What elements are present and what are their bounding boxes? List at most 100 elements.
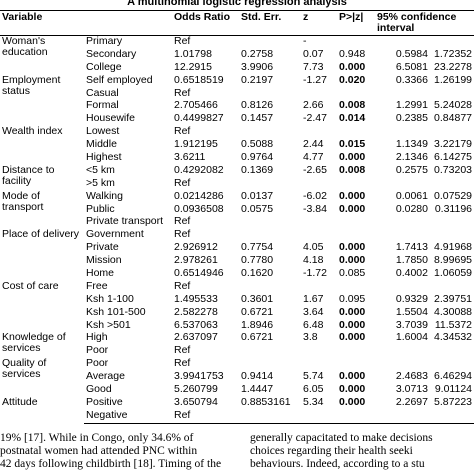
value-cell: 3.0713 (395, 383, 428, 396)
value-cell: Ref (174, 357, 191, 370)
table-row: Cost of care Free Ref (0, 279, 474, 294)
value-cell (337, 216, 375, 229)
value-cell: 0.5088 (241, 138, 274, 151)
value-cell: 0.000 (339, 254, 366, 267)
value-cell: 3.64 (303, 305, 324, 318)
value-cell: 8.99695 (434, 254, 473, 267)
value-cell: 6.48 (303, 318, 324, 331)
value-cell: - (303, 35, 307, 47)
table-title: A multinomial logistic regression analys… (127, 0, 347, 8)
value-cell: 0.1369 (241, 163, 274, 176)
header-cell: P>|z| (337, 10, 375, 36)
table-row: Knowledge of services High 2.637097 0.6721 3… (0, 331, 474, 354)
value-cell: Ref (174, 35, 191, 47)
value-cell (430, 345, 474, 358)
value-cell: 0.2385 (395, 112, 428, 125)
right-column: generally capacitated to make decisions c… (250, 432, 474, 471)
level-cell: College (86, 60, 122, 73)
variable-cell: Wealth index (2, 125, 63, 138)
value-cell: 5.34 (303, 395, 324, 408)
value-cell: 4.30088 (434, 305, 473, 318)
value-cell: 2.2697 (395, 395, 428, 408)
value-cell: 0.000 (339, 202, 366, 215)
value-cell: -1.72 (303, 267, 327, 280)
value-cell: 0.0575 (241, 202, 274, 215)
value-cell: 0.000 (339, 60, 366, 73)
value-cell: 0.3601 (241, 292, 274, 305)
variable-cell: Distance to facility (2, 163, 55, 187)
value-cell: 0.6721 (241, 331, 274, 344)
table-row: Wealth index Lowest Ref (0, 126, 474, 139)
table-row: Private transport Ref (0, 216, 474, 229)
value-cell: 6.46294 (434, 370, 473, 383)
table-row: Formal 2.705466 0.8126 2.66 0.008 1.2991 5.240… (0, 100, 474, 113)
table-row: Middle 1.912195 0.5088 2.44 0.015 1.1349 3.221… (0, 139, 474, 152)
value-cell: 2.4683 (395, 370, 428, 383)
level-cell: Casual (86, 86, 119, 99)
value-cell: 0.6518519 (174, 73, 224, 86)
value-cell: 2.1346 (395, 151, 428, 164)
value-cell: 0.8126 (241, 99, 274, 112)
value-cell (430, 281, 474, 294)
header-cell: 95% confidence interval (375, 10, 474, 36)
value-cell: Ref (174, 125, 191, 138)
table-row: Distance to facility <5 km 0.4292082 0.1369… (0, 163, 474, 186)
table-row: Home 0.6514946 0.1620 -1.72 0.085 0.4002 1.060… (0, 268, 474, 281)
value-cell: 0.7754 (241, 241, 274, 254)
value-cell: 5.260799 (174, 383, 218, 396)
value-cell: 0.085 (339, 267, 366, 280)
table-row: Quality of services Poor Ref (0, 357, 474, 380)
table-row: Good 5.260799 1.4447 6.05 0.000 3.0713 9.01124 (0, 384, 474, 397)
value-cell: 0.2197 (241, 73, 274, 86)
level-cell: Poor (86, 344, 109, 357)
value-cell: 2.66 (303, 99, 324, 112)
value-cell: 0.000 (339, 241, 366, 254)
value-cell (375, 36, 430, 49)
value-cell: Ref (172, 409, 239, 424)
value-cell: 6.05 (303, 383, 324, 396)
value-cell: 0.4499827 (174, 112, 224, 125)
value-cell: 0.07529 (434, 189, 473, 202)
value-cell (375, 281, 430, 294)
value-cell: 4.34532 (434, 331, 473, 344)
value-cell: 1.2991 (395, 99, 428, 112)
level-cell: <5 km (86, 163, 115, 176)
variable-cell: Employment status (2, 73, 61, 97)
value-cell: 0.000 (339, 151, 366, 164)
level-cell: Good (86, 383, 112, 396)
variable-cell: Cost of care (2, 279, 59, 292)
left-column: 19% [17]. While in Congo, only 34.6% of p… (0, 432, 225, 471)
value-cell: 6.14275 (434, 151, 473, 164)
header-cell: Std. Err. (239, 10, 301, 36)
regression-table: Variable Odds Ratio Std. Err. z P>|z| 95% con… (0, 10, 474, 424)
value-cell: 2.705466 (174, 99, 218, 112)
value-cell: 11.5372 (434, 318, 473, 331)
value-cell (337, 345, 375, 358)
value-cell (239, 216, 301, 229)
table-row: Poor Ref (0, 345, 474, 358)
value-cell: Ref (174, 279, 191, 292)
level-cell: Poor (86, 357, 109, 370)
level-cell: Walking (86, 189, 123, 202)
table-row: Public 0.0936508 0.0575 -3.84 0.000 0.0280 0.3… (0, 202, 474, 217)
value-cell: 9.01124 (434, 383, 473, 396)
value-cell (239, 281, 301, 294)
table-row: Ksh 101-500 2.582278 0.6721 3.64 0.000 1.5504… (0, 305, 474, 320)
value-cell: 1.06059 (434, 267, 473, 280)
value-cell: 1.1349 (395, 138, 428, 151)
value-cell: 0.5984 (395, 47, 428, 60)
value-cell: 0.095 (339, 292, 366, 305)
level-cell: Public (86, 202, 115, 215)
header-cell: Odds Ratio (172, 10, 239, 36)
value-cell: 2.39751 (434, 292, 473, 305)
value-cell: 6.537063 (174, 318, 218, 331)
table-row: Attitude Positive 3.650794 0.8853161 5.34 0.0… (0, 395, 474, 410)
value-cell: 0.0061 (395, 189, 428, 202)
variable-cell: Place of delivery (2, 228, 80, 241)
level-cell: >5 km (86, 176, 115, 189)
value-cell: 0.31196 (434, 202, 473, 215)
value-cell: 0.000 (339, 370, 366, 383)
variable-cell: Knowledge of services (2, 331, 66, 355)
value-cell (301, 178, 337, 191)
